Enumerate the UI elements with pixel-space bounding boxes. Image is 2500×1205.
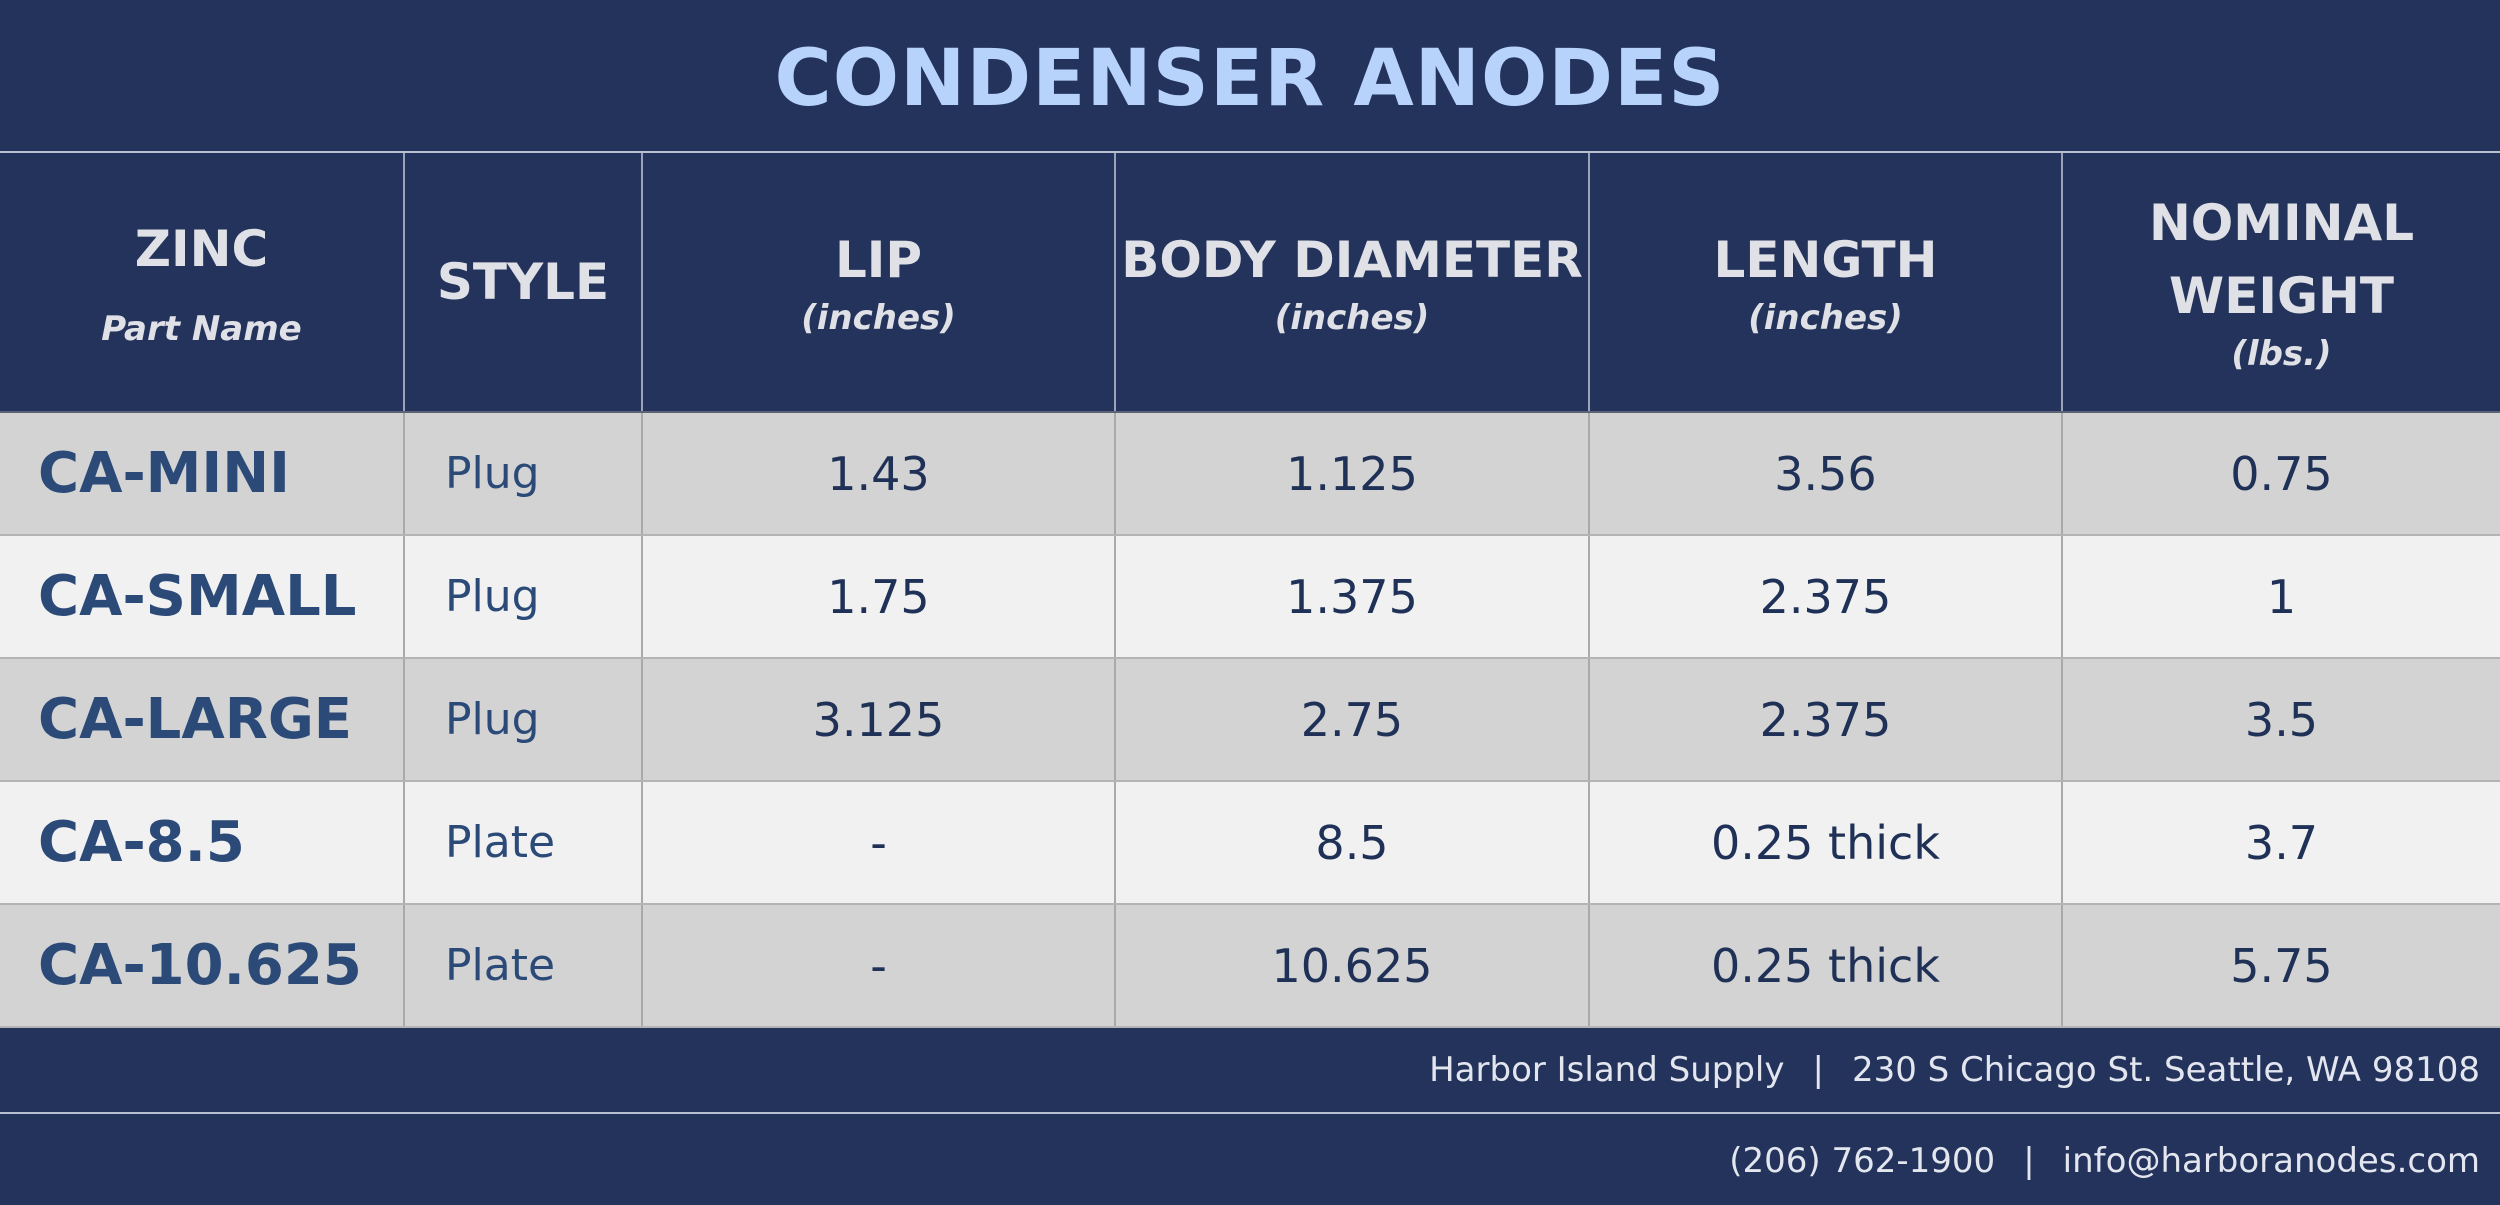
- weight-cell: 3.7: [2061, 781, 2500, 905]
- table-row: CA-MINI Plug 1.43 1.125 3.56 0.75: [0, 412, 2500, 536]
- header-weight: NOMINAL WEIGHT (lbs.): [2061, 153, 2500, 413]
- body-diameter-cell: 2.75: [1114, 658, 1589, 782]
- table-row: CA-LARGE Plug 3.125 2.75 2.375 3.5: [0, 658, 2500, 782]
- length-cell: 3.56: [1588, 412, 2062, 536]
- body-diameter-cell: 1.125: [1114, 412, 1589, 536]
- header-style-label: STYLE: [436, 252, 610, 311]
- weight-cell: 1: [2061, 535, 2500, 659]
- header-length: LENGTH (inches): [1588, 153, 2062, 413]
- style-cell: Plate: [403, 781, 642, 905]
- part-name: CA-8.5: [0, 781, 404, 905]
- header-row: ZINC Part Name STYLE LIP (inches) BODY D…: [0, 153, 2500, 413]
- header-weight-unit: (lbs.): [2231, 334, 2332, 375]
- footer-address-line: Harbor Island Supply | 230 S Chicago St.…: [0, 1028, 2500, 1114]
- anodes-table: ZINC Part Name STYLE LIP (inches) BODY D…: [0, 153, 2500, 1028]
- lip-cell: 1.75: [641, 535, 1115, 659]
- length-cell: 0.25 thick: [1588, 781, 2062, 905]
- company-address: 230 S Chicago St. Seattle, WA 98108: [1851, 1050, 2480, 1090]
- length-cell: 2.375: [1588, 658, 2062, 782]
- style-cell: Plug: [403, 658, 642, 782]
- body-diameter-cell: 8.5: [1114, 781, 1589, 905]
- weight-cell: 0.75: [2061, 412, 2500, 536]
- footer-contact-line: (206) 762-1900 | info@harboranodes.com: [0, 1116, 2500, 1205]
- lip-cell: -: [641, 781, 1115, 905]
- part-name: CA-10.625: [0, 904, 404, 1028]
- title-bar: CONDENSER ANODES: [0, 0, 2500, 153]
- part-name: CA-LARGE: [0, 658, 404, 782]
- company-email: info@harboranodes.com: [2062, 1140, 2480, 1181]
- style-cell: Plug: [403, 535, 642, 659]
- body-diameter-cell: 10.625: [1114, 904, 1589, 1028]
- table-row: CA-8.5 Plate - 8.5 0.25 thick 3.7: [0, 781, 2500, 905]
- header-weight-line1: NOMINAL: [2148, 194, 2415, 253]
- weight-cell: 3.5: [2061, 658, 2500, 782]
- footer-separator: |: [2023, 1140, 2035, 1181]
- header-zinc-label: ZINC: [134, 219, 269, 278]
- header-body-diameter-label: BODY DIAMETER: [1121, 230, 1583, 289]
- part-name: CA-MINI: [0, 412, 404, 536]
- weight-cell: 5.75: [2061, 904, 2500, 1028]
- header-length-label: LENGTH: [1713, 230, 1938, 289]
- page-title: CONDENSER ANODES: [774, 33, 1726, 124]
- length-cell: 0.25 thick: [1588, 904, 2062, 1028]
- header-weight-line2: WEIGHT: [2169, 266, 2394, 325]
- header-lip-unit: (inches): [801, 298, 956, 339]
- header-zinc: ZINC Part Name: [0, 153, 404, 413]
- header-length-unit: (inches): [1748, 298, 1903, 339]
- header-style: STYLE: [403, 153, 642, 413]
- style-cell: Plug: [403, 412, 642, 536]
- style-cell: Plate: [403, 904, 642, 1028]
- length-cell: 2.375: [1588, 535, 2062, 659]
- table-row: CA-10.625 Plate - 10.625 0.25 thick 5.75: [0, 904, 2500, 1028]
- body-diameter-cell: 1.375: [1114, 535, 1589, 659]
- lip-cell: 1.43: [641, 412, 1115, 536]
- header-lip: LIP (inches): [641, 153, 1115, 413]
- header-body-diameter: BODY DIAMETER (inches): [1114, 153, 1589, 413]
- table-row: CA-SMALL Plug 1.75 1.375 2.375 1: [0, 535, 2500, 659]
- lip-cell: 3.125: [641, 658, 1115, 782]
- footer-separator: |: [1812, 1050, 1824, 1090]
- header-body-diameter-unit: (inches): [1274, 298, 1430, 339]
- company-phone: (206) 762-1900: [1729, 1140, 1996, 1181]
- company-name: Harbor Island Supply: [1429, 1050, 1785, 1090]
- header-zinc-sublabel: Part Name: [101, 309, 302, 350]
- lip-cell: -: [641, 904, 1115, 1028]
- part-name: CA-SMALL: [0, 535, 404, 659]
- header-lip-label: LIP: [834, 230, 923, 289]
